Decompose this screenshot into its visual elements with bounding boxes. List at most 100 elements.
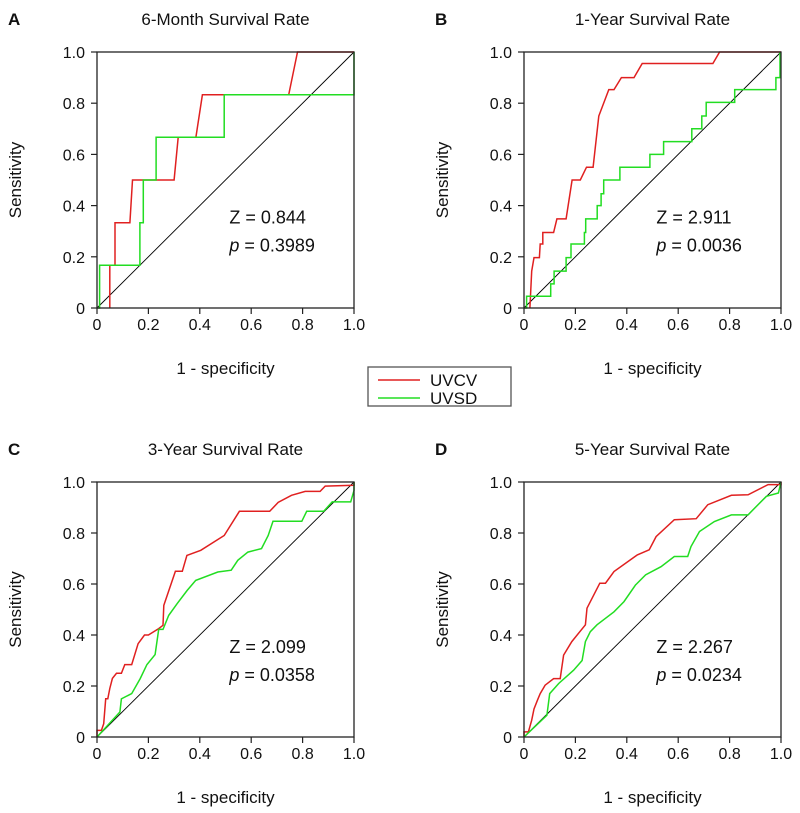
x-axis-label: 1 - specificity: [603, 788, 702, 807]
y-tick-label: 1.0: [63, 475, 85, 492]
roc-curve-uvsd: [524, 52, 781, 309]
x-axis-label: 1 - specificity: [176, 788, 275, 807]
reference-diagonal: [96, 481, 355, 738]
panel-letter: C: [8, 440, 20, 459]
x-axis-label: 1 - specificity: [603, 359, 702, 378]
y-axis-label: Sensitivity: [6, 141, 25, 218]
y-tick-label: 1.0: [490, 475, 512, 492]
y-axis-label: Sensitivity: [433, 141, 452, 218]
p-value-number: = 0.3989: [239, 236, 315, 256]
reference-diagonal: [523, 481, 782, 738]
legend: UVCV UVSD: [367, 366, 512, 408]
p-symbol: p: [228, 236, 239, 256]
y-tick-label: 0.2: [63, 679, 85, 696]
y-tick-label: 0.6: [490, 577, 512, 594]
panel-a: A 6-Month Survival Rate 0 0.2 0.4 0.6 0.8 1.0 0 0…: [6, 10, 365, 378]
y-tick-label: 0.2: [63, 250, 85, 267]
x-tick-label: 0: [520, 746, 529, 763]
x-tick-label: 0.2: [137, 317, 159, 334]
x-axis-label: 1 - specificity: [176, 359, 275, 378]
y-tick-label: 1.0: [63, 45, 85, 62]
roc-curve-uvsd: [97, 52, 355, 309]
y-tick-label: 0.6: [63, 147, 85, 164]
reference-diagonal: [523, 51, 782, 309]
panel-title: 1-Year Survival Rate: [575, 10, 730, 29]
panel-b: B 1-Year Survival Rate 0 0.2 0.4 0.6 0.8 1.0 0 0.…: [433, 10, 792, 378]
y-tick-label: 0: [503, 730, 512, 747]
y-tick-label: 0.4: [63, 628, 85, 645]
y-tick-label: 0.6: [63, 577, 85, 594]
x-tick-label: 0.4: [616, 317, 638, 334]
plot-frame: [96, 481, 355, 738]
p-value-number: = 0.0036: [666, 236, 742, 256]
roc-curve-uvcv: [523, 482, 782, 737]
roc-curve-uvsd: [523, 481, 782, 738]
z-statistic: Z = 2.267: [656, 637, 733, 657]
x-tick-label: 1.0: [343, 317, 365, 334]
panel-title: 5-Year Survival Rate: [575, 440, 730, 459]
x-tick-label: 1.0: [770, 317, 792, 334]
p-symbol: p: [655, 236, 666, 256]
y-tick-label: 0.4: [490, 199, 512, 216]
x-tick-label: 0.8: [291, 746, 313, 763]
legend-label-uvsd: UVSD: [430, 389, 477, 408]
plot-frame: [523, 51, 782, 309]
x-tick-label: 0.8: [718, 317, 740, 334]
y-tick-label: 0.8: [490, 526, 512, 543]
y-tick-label: 0: [503, 301, 512, 318]
panel-d: D 5-Year Survival Rate 0 0.2 0.4 0.6 0.8 1.0 0 0.…: [433, 440, 792, 807]
x-tick-label: 0.8: [718, 746, 740, 763]
x-tick-label: 1.0: [770, 746, 792, 763]
y-tick-label: 0.8: [490, 96, 512, 113]
panel-letter: D: [435, 440, 447, 459]
z-statistic: Z = 2.911: [656, 208, 731, 228]
x-tick-label: 0.2: [564, 317, 586, 334]
panel-c: C 3-Year Survival Rate 0 0.2 0.4 0.6 0.8 1.0 0 0.…: [6, 440, 365, 807]
panel-title: 3-Year Survival Rate: [148, 440, 303, 459]
p-value: p = 0.3989: [228, 236, 315, 256]
y-tick-label: 0.2: [490, 679, 512, 696]
y-tick-label: 0.6: [490, 147, 512, 164]
y-tick-label: 0.2: [490, 250, 512, 267]
x-tick-label: 0.6: [667, 746, 689, 763]
x-tick-label: 0.4: [189, 317, 211, 334]
x-tick-label: 1.0: [343, 746, 365, 763]
legend-label-uvcv: UVCV: [430, 371, 478, 390]
z-statistic: Z = 0.844: [229, 208, 306, 228]
y-tick-label: 0.8: [63, 526, 85, 543]
y-tick-label: 0: [76, 730, 85, 747]
x-tick-label: 0.6: [240, 746, 262, 763]
roc-curve-uvsd: [96, 482, 355, 738]
p-value-number: = 0.0358: [239, 665, 315, 685]
p-symbol: p: [655, 665, 666, 685]
y-axis-label: Sensitivity: [433, 571, 452, 648]
panel-letter: B: [435, 10, 447, 29]
p-value: p = 0.0036: [655, 236, 742, 256]
x-tick-label: 0.6: [240, 317, 262, 334]
roc-curve-uvcv: [96, 482, 355, 737]
x-tick-label: 0.4: [616, 746, 638, 763]
p-value-number: = 0.0234: [666, 665, 742, 685]
y-tick-label: 1.0: [490, 45, 512, 62]
z-statistic: Z = 2.099: [229, 637, 306, 657]
y-tick-label: 0.4: [63, 199, 85, 216]
x-tick-label: 0.2: [564, 746, 586, 763]
y-tick-label: 0.8: [63, 96, 85, 113]
y-tick-label: 0: [76, 301, 85, 318]
x-tick-label: 0: [93, 746, 102, 763]
p-value: p = 0.0234: [655, 665, 742, 685]
x-tick-label: 0.2: [137, 746, 159, 763]
y-tick-label: 0.4: [490, 628, 512, 645]
x-tick-label: 0: [93, 317, 102, 334]
x-tick-label: 0.4: [189, 746, 211, 763]
roc-curve-uvcv: [529, 51, 781, 309]
plot-frame: [523, 481, 782, 738]
y-axis-label: Sensitivity: [6, 571, 25, 648]
plot-frame: [96, 51, 355, 309]
x-tick-label: 0.6: [667, 317, 689, 334]
x-tick-label: 0: [520, 317, 529, 334]
panel-letter: A: [8, 10, 20, 29]
p-symbol: p: [228, 665, 239, 685]
p-value: p = 0.0358: [228, 665, 315, 685]
